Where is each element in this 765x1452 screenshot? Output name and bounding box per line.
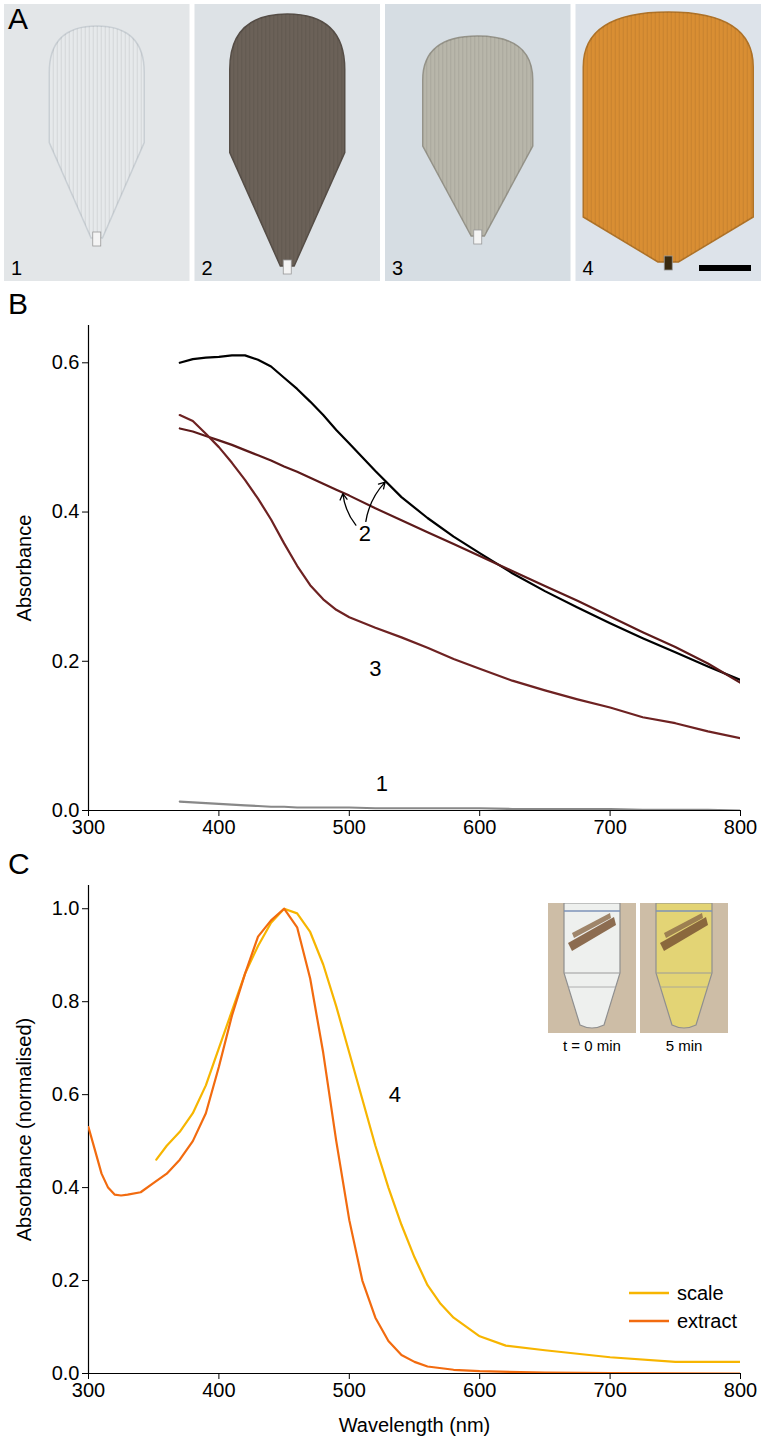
svg-text:0.0: 0.0 bbox=[52, 1362, 80, 1384]
svg-text:400: 400 bbox=[202, 1379, 235, 1401]
svg-text:600: 600 bbox=[463, 816, 496, 838]
html-text:C: C bbox=[8, 847, 30, 880]
svg-text:0.6: 0.6 bbox=[52, 351, 80, 373]
html-text:A: A bbox=[8, 2, 28, 35]
svg-text:0.4: 0.4 bbox=[52, 1176, 80, 1198]
svg-text:Absorbance: Absorbance bbox=[13, 515, 35, 622]
svg-text:0.4: 0.4 bbox=[52, 500, 80, 522]
svg-text:0.2: 0.2 bbox=[52, 1269, 80, 1291]
svg-text:700: 700 bbox=[593, 816, 626, 838]
svg-text:1: 1 bbox=[11, 257, 22, 279]
svg-text:500: 500 bbox=[333, 1379, 366, 1401]
svg-text:2: 2 bbox=[202, 257, 213, 279]
svg-text:Absorbance (normalised): Absorbance (normalised) bbox=[13, 1018, 35, 1241]
svg-text:2: 2 bbox=[359, 521, 371, 546]
svg-text:0.6: 0.6 bbox=[52, 1083, 80, 1105]
svg-text:0.8: 0.8 bbox=[52, 990, 80, 1012]
svg-text:300: 300 bbox=[71, 815, 106, 838]
svg-text:3: 3 bbox=[392, 257, 403, 279]
html-text:B: B bbox=[8, 287, 28, 320]
svg-text:300: 300 bbox=[71, 1378, 106, 1401]
svg-text:3: 3 bbox=[369, 656, 381, 681]
svg-text:600: 600 bbox=[463, 1379, 496, 1401]
html-text:5 min: 5 min bbox=[665, 1037, 703, 1054]
svg-text:700: 700 bbox=[593, 1379, 626, 1401]
svg-text:Wavelength (nm): Wavelength (nm) bbox=[339, 1414, 491, 1436]
html-text:scale: scale bbox=[677, 1281, 724, 1304]
html-text:extract: extract bbox=[677, 1309, 737, 1332]
svg-text:500: 500 bbox=[333, 816, 366, 838]
svg-text:0.0: 0.0 bbox=[52, 799, 80, 821]
svg-text:800: 800 bbox=[724, 1379, 757, 1401]
svg-text:800: 800 bbox=[724, 816, 757, 838]
svg-text:0.2: 0.2 bbox=[52, 650, 80, 672]
svg-text:1: 1 bbox=[376, 771, 388, 796]
svg-text:4: 4 bbox=[583, 257, 594, 279]
svg-text:1.0: 1.0 bbox=[52, 897, 80, 919]
html-text:t = 0 min: t = 0 min bbox=[563, 1037, 621, 1054]
svg-text:400: 400 bbox=[202, 816, 235, 838]
svg-text:4: 4 bbox=[389, 1082, 401, 1107]
